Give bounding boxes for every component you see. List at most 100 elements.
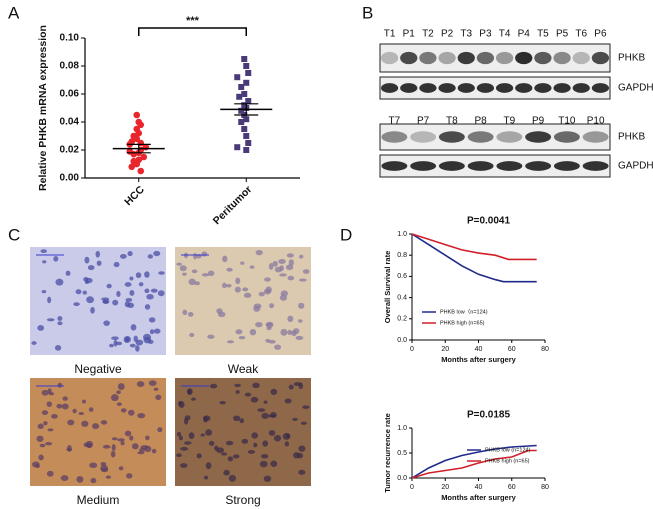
blot-band [410, 161, 437, 171]
row-label: PHKB [618, 53, 646, 64]
nucleus [148, 380, 157, 386]
blot-band [438, 51, 456, 65]
nucleus [117, 383, 125, 391]
nucleus [227, 456, 234, 462]
nucleus [135, 339, 144, 346]
curve [411, 233, 537, 261]
row-label: PHKB [618, 132, 646, 143]
data-point [243, 116, 250, 123]
nucleus [284, 398, 292, 404]
nucleus [144, 445, 152, 453]
nucleus [253, 442, 258, 448]
lane-label: T4 [499, 29, 511, 40]
nucleus [155, 394, 162, 401]
nucleus [209, 383, 218, 389]
nucleus [255, 321, 263, 328]
lane-label: T9 [504, 116, 516, 127]
y-tick-label: 0.5 [397, 450, 407, 457]
nucleus [109, 343, 114, 348]
nucleus [238, 335, 246, 340]
nucleus [103, 320, 110, 326]
nucleus [287, 275, 295, 281]
nucleus [127, 251, 133, 257]
lane-label: P3 [479, 29, 492, 40]
blot-frame [379, 43, 611, 73]
chart-title: P=0.0185 [467, 410, 511, 421]
nucleus [176, 262, 182, 266]
nucleus [182, 272, 187, 276]
nucleus [47, 428, 54, 432]
nucleus [300, 421, 307, 425]
nucleus [250, 396, 259, 403]
blot-band [410, 131, 437, 143]
lane-label: P7 [417, 116, 430, 127]
nucleus [51, 414, 58, 419]
nucleus [126, 473, 133, 479]
nucleus [288, 384, 294, 390]
nucleus [176, 453, 182, 458]
nucleus [67, 419, 75, 426]
nucleus [113, 261, 120, 268]
blot-band [419, 51, 437, 65]
nucleus [263, 400, 268, 404]
x-tick-label: 20 [441, 484, 449, 491]
x-tick-label: HCC [122, 183, 147, 208]
nucleus [62, 396, 68, 401]
panel-label: B [362, 3, 373, 22]
nucleus [226, 267, 233, 272]
nucleus [116, 341, 123, 346]
legend-label: PHKB high (n=65) [440, 320, 485, 326]
data-point [135, 129, 143, 137]
nucleus [261, 412, 269, 419]
lane-label: P6 [594, 29, 607, 40]
image-caption: Weak [228, 362, 259, 376]
nucleus [221, 452, 228, 456]
nucleus [180, 446, 189, 451]
nucleus [39, 443, 46, 448]
blot-band [467, 131, 494, 143]
nucleus [251, 432, 259, 439]
y-tick-label: 0.04 [60, 117, 80, 128]
blot-band [380, 51, 399, 65]
nucleus [123, 335, 131, 343]
nucleus [270, 412, 277, 419]
nucleus [40, 249, 47, 254]
nucleus [243, 292, 252, 298]
data-point [238, 84, 245, 90]
lane-label: P2 [441, 29, 454, 40]
nucleus [201, 251, 208, 257]
lane-label: P1 [403, 29, 416, 40]
nucleus [102, 444, 111, 449]
blot-band [553, 51, 571, 65]
data-point [137, 121, 145, 129]
nucleus [110, 450, 116, 458]
nucleus [235, 390, 240, 394]
nucleus [279, 273, 287, 277]
data-point [238, 107, 245, 114]
nucleus [136, 381, 145, 387]
nucleus [279, 294, 288, 301]
nucleus [226, 283, 232, 288]
nucleus [235, 329, 243, 335]
row-label: GAPDH [618, 161, 653, 172]
nucleus [60, 475, 69, 481]
nucleus [242, 287, 249, 292]
nucleus [46, 318, 55, 322]
nucleus [257, 408, 266, 412]
nucleus [234, 383, 241, 388]
nucleus [116, 290, 121, 297]
nucleus [252, 382, 260, 389]
nucleus [144, 288, 150, 294]
nucleus [265, 322, 273, 327]
blot-band [591, 83, 610, 93]
nucleus [287, 315, 294, 323]
nucleus [286, 253, 294, 258]
blot-band [553, 83, 571, 93]
nucleus [268, 263, 274, 270]
y-axis-label: Tumor recurrence rate [383, 413, 392, 492]
nucleus [233, 415, 241, 422]
nucleus [53, 256, 59, 262]
nucleus [37, 325, 45, 331]
nucleus [87, 265, 95, 271]
nucleus [268, 430, 276, 436]
